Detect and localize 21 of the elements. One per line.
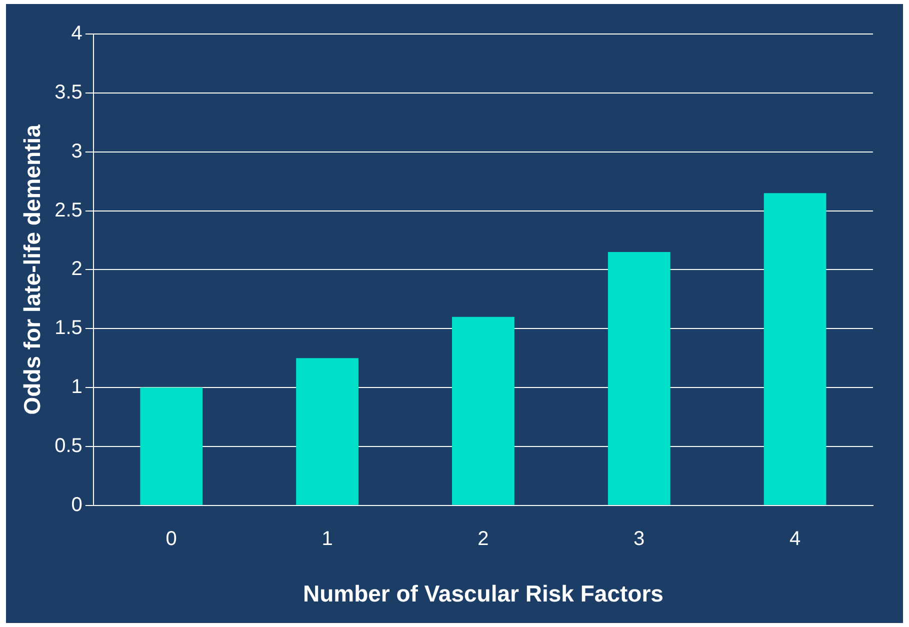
x-tick-label: 4 — [789, 528, 801, 550]
bar — [452, 316, 514, 505]
y-tick-label: 2 — [71, 258, 82, 280]
bar — [140, 388, 203, 505]
x-axis-title: Number of Vascular Risk Factors — [302, 580, 664, 607]
y-tick-label: 3 — [71, 140, 82, 162]
y-axis-title: Odds for late-life dementia — [19, 124, 46, 415]
bar — [764, 193, 826, 505]
bar — [608, 252, 670, 505]
y-tick-label: 0 — [71, 494, 82, 516]
y-tick-label: 2.5 — [54, 199, 82, 222]
y-tick-label: 4 — [71, 22, 82, 45]
x-tick-label: 2 — [478, 528, 489, 550]
y-tick-label: 1 — [71, 376, 82, 398]
x-tick-label: 3 — [634, 528, 645, 550]
y-tick-label: 3.5 — [54, 81, 82, 104]
x-tick-label: 0 — [166, 528, 177, 550]
y-tick-label: 1.5 — [54, 317, 82, 340]
bar — [296, 358, 358, 505]
x-tick-label: 1 — [322, 528, 333, 550]
y-tick-label: 0.5 — [54, 434, 82, 457]
